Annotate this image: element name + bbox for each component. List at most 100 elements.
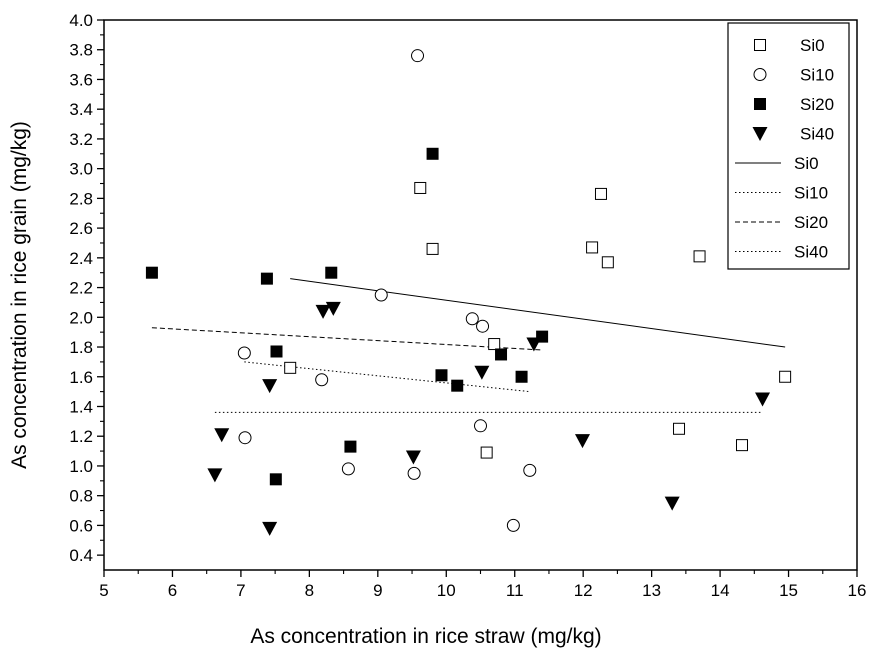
y-tick-label: 0.6 <box>69 516 93 535</box>
series-si40 <box>207 301 771 536</box>
data-point-si10 <box>465 312 479 326</box>
data-point-si20 <box>269 473 282 486</box>
data-point-si10 <box>411 49 425 63</box>
y-tick-label: 1.2 <box>69 427 93 446</box>
fit-lines <box>151 278 786 413</box>
data-point-si40 <box>526 337 542 352</box>
data-point-si20 <box>426 147 439 160</box>
data-point-si10 <box>374 288 388 302</box>
data-point-si20 <box>451 379 464 392</box>
y-tick-label: 1.8 <box>69 338 93 357</box>
legend-label: Si40 <box>794 243 828 262</box>
legend-symbol-si0 <box>754 39 766 51</box>
data-point-si20 <box>325 266 338 279</box>
data-point-si0 <box>480 446 493 459</box>
data-point-si40 <box>755 392 771 407</box>
x-axis: 5 6 7 8 9 10 11 12 13 14 15 16 <box>99 570 866 600</box>
fit-line-si20 <box>151 327 543 351</box>
data-point-si0 <box>673 422 686 435</box>
data-point-si40 <box>262 379 278 394</box>
data-point-si0 <box>426 242 439 255</box>
x-tick-label: 10 <box>437 581 456 600</box>
x-tick-label: 7 <box>236 581 245 600</box>
y-tick-label: 2.8 <box>69 189 93 208</box>
legend-label: Si10 <box>794 184 828 203</box>
y-tick-label: 1.4 <box>69 397 93 416</box>
y-tick-label: 3.6 <box>69 70 93 89</box>
data-point-si0 <box>586 241 599 254</box>
data-point-si20 <box>536 330 549 343</box>
data-point-si0 <box>284 361 297 374</box>
y-tick-label: 4.0 <box>69 11 93 30</box>
y-tick-label: 1.0 <box>69 457 93 476</box>
data-point-si20 <box>145 266 158 279</box>
y-tick-label: 2.6 <box>69 219 93 238</box>
data-point-si10 <box>238 431 252 445</box>
data-point-si0 <box>488 338 501 351</box>
data-point-si0 <box>414 181 427 194</box>
legend: Si0 Si10 Si20 Si40 Si0 Si10 Si20 Si40 <box>727 22 850 270</box>
x-tick-label: 13 <box>642 581 661 600</box>
y-axis: 0.4 0.6 0.8 1.0 1.2 1.4 1.6 1.8 2.0 2.2 2.4 2.6 2.8 3… <box>69 11 104 565</box>
x-tick-label: 14 <box>711 581 730 600</box>
x-tick-label: 15 <box>779 581 798 600</box>
legend-label: Si0 <box>800 36 825 55</box>
series-si10 <box>237 49 537 532</box>
data-point-si10 <box>237 346 251 360</box>
data-point-si40 <box>474 365 490 380</box>
legend-label: Si0 <box>794 154 819 173</box>
x-tick-label: 5 <box>99 581 108 600</box>
data-point-si40 <box>574 434 590 449</box>
legend-box <box>727 22 850 270</box>
data-point-si40 <box>214 428 230 443</box>
legend-label: Si20 <box>800 95 834 114</box>
data-point-si10 <box>407 466 421 480</box>
data-point-si0 <box>693 250 706 263</box>
legend-label: Si10 <box>800 66 834 85</box>
x-tick-label: 12 <box>574 581 593 600</box>
data-point-si0 <box>594 187 607 200</box>
y-tick-label: 2.2 <box>69 279 93 298</box>
y-tick-label: 3.0 <box>69 160 93 179</box>
y-tick-label: 0.8 <box>69 487 93 506</box>
legend-symbol-si10 <box>753 68 767 81</box>
legend-symbol-si20 <box>754 98 766 110</box>
data-point-si0 <box>601 256 614 269</box>
data-point-si20 <box>495 348 508 361</box>
x-tick-label: 16 <box>848 581 867 600</box>
y-tick-label: 1.6 <box>69 368 93 387</box>
y-tick-label: 0.4 <box>69 546 93 565</box>
data-point-si10 <box>476 319 490 333</box>
data-point-si40 <box>325 301 341 316</box>
series-si20 <box>145 147 549 486</box>
data-point-si20 <box>270 345 283 358</box>
data-point-si0 <box>779 370 792 383</box>
y-tick-label: 2.0 <box>69 308 93 327</box>
y-tick-label: 3.8 <box>69 41 93 60</box>
data-point-si20 <box>260 272 273 285</box>
legend-label: Si40 <box>800 125 834 144</box>
fit-line-si0 <box>290 278 786 348</box>
data-point-si20 <box>344 440 357 453</box>
x-tick-label: 9 <box>373 581 382 600</box>
legend-symbol-si40 <box>752 127 768 141</box>
legend-label: Si20 <box>794 213 828 232</box>
data-point-si40 <box>664 496 680 511</box>
y-tick-label: 3.4 <box>69 100 93 119</box>
series-si0 <box>284 181 792 459</box>
data-point-si10 <box>315 373 329 387</box>
y-tick-label: 2.4 <box>69 249 93 268</box>
data-point-si20 <box>515 370 528 383</box>
data-point-si10 <box>523 463 537 477</box>
data-points <box>145 49 792 536</box>
data-point-si40 <box>262 521 278 536</box>
x-tick-label: 8 <box>305 581 314 600</box>
x-axis-title: As concentration in rice straw (mg/kg) <box>250 625 601 648</box>
y-axis-title: As concentration in rice grain (mg/kg) <box>8 121 31 469</box>
data-point-si10 <box>506 518 520 532</box>
y-tick-label: 3.2 <box>69 130 93 149</box>
data-point-si40 <box>405 450 421 465</box>
x-tick-label: 11 <box>506 581 524 600</box>
data-point-si10 <box>474 419 487 433</box>
